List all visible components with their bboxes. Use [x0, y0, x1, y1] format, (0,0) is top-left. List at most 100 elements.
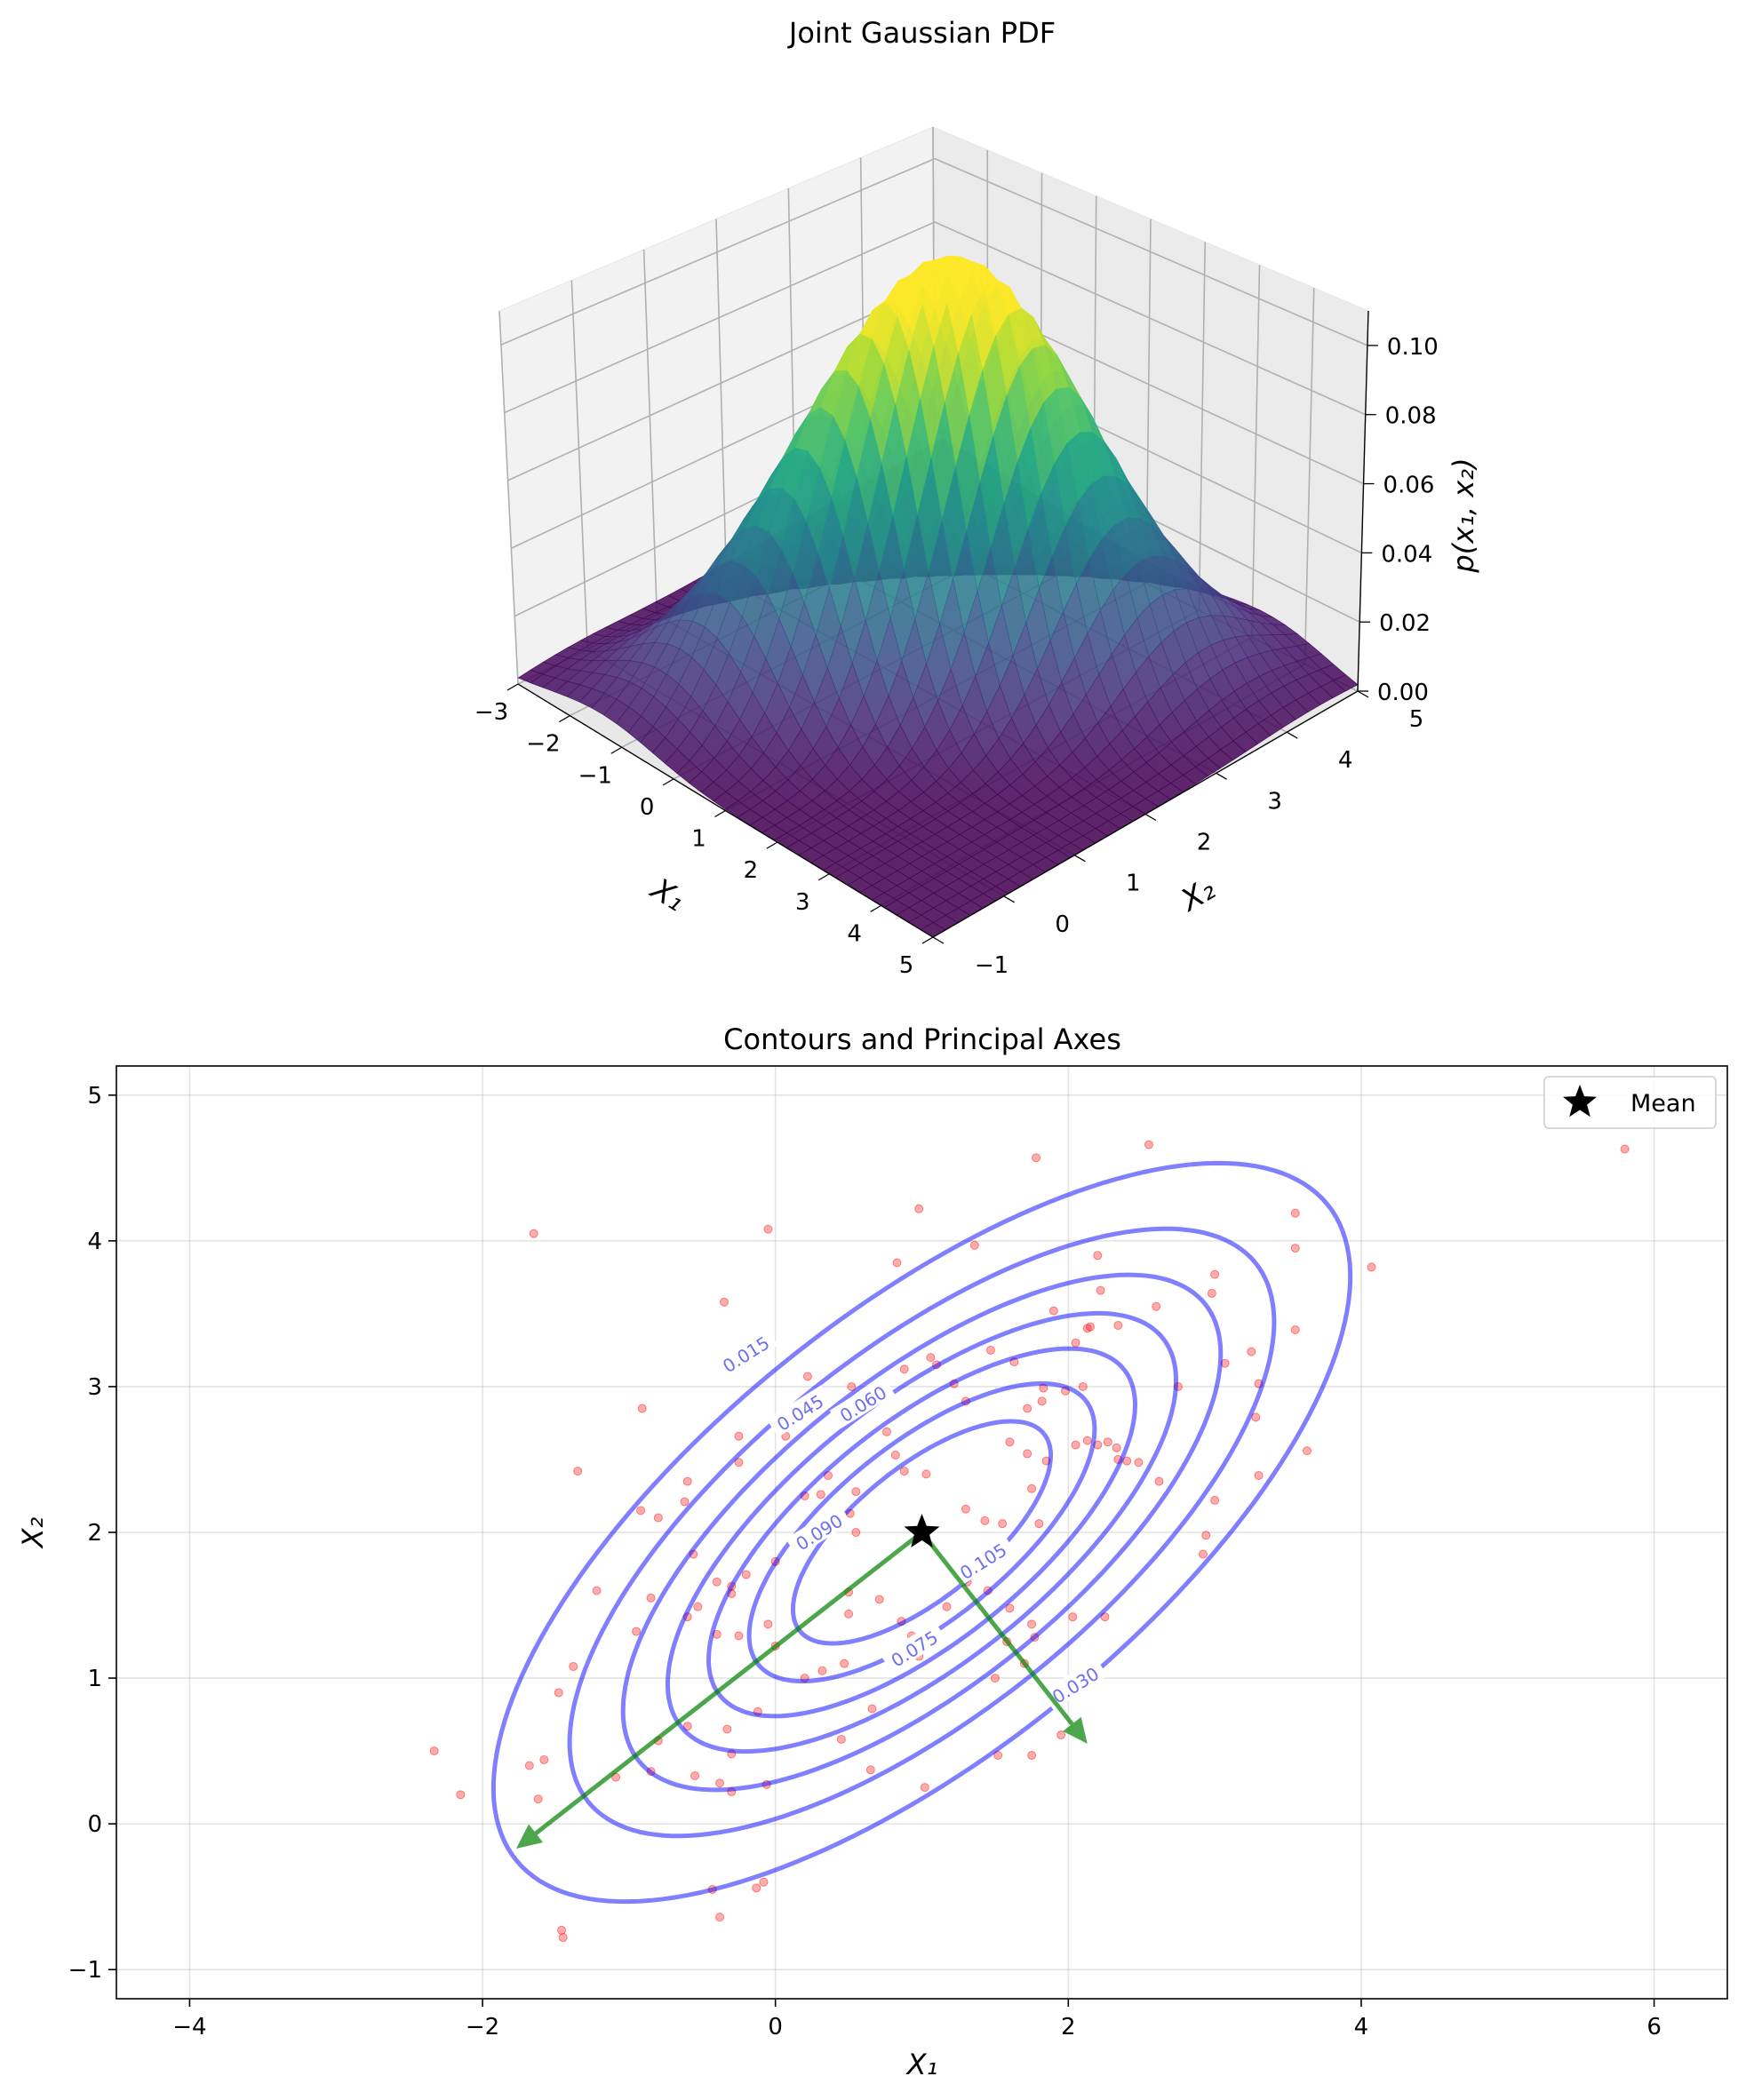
sample-point — [693, 1602, 703, 1611]
sample-point — [847, 1381, 857, 1391]
sample-point — [682, 1476, 692, 1486]
sample-point — [899, 1467, 909, 1476]
sample-point — [1152, 1301, 1161, 1311]
sample-point — [817, 1666, 827, 1675]
contour-lines — [490, 1160, 1353, 1905]
sample-point — [921, 1469, 931, 1479]
sample-point — [734, 1458, 744, 1468]
sample-point — [926, 1353, 936, 1363]
x2-tick-mark — [1074, 855, 1086, 863]
x-ticks: −4 −2 0 2 4 6 — [172, 1999, 1662, 2040]
sample-point — [1201, 1531, 1211, 1540]
sample-point — [890, 1451, 900, 1460]
x1-tick-label: 0 — [640, 794, 655, 821]
x1-tick-label: −3 — [474, 699, 508, 726]
sample-point — [1005, 1603, 1015, 1613]
x1-tick-label: 5 — [899, 952, 914, 979]
right-pane-grid-line — [1251, 265, 1261, 638]
y-tick-label: −1 — [68, 1957, 102, 1984]
principal-axis-arrowhead — [515, 1824, 544, 1849]
sample-point — [734, 1631, 744, 1641]
x1-tick-label: −2 — [526, 731, 560, 758]
contour-label-bg — [1041, 1658, 1108, 1710]
sample-point — [1144, 1140, 1153, 1149]
sample-point — [1210, 1269, 1220, 1279]
sample-point — [1112, 1443, 1121, 1452]
sample-point — [1198, 1549, 1208, 1559]
sample-point — [1005, 1437, 1015, 1447]
sample-point — [1023, 1449, 1032, 1459]
sample-point — [646, 1593, 656, 1603]
x1-tick-mark — [817, 873, 830, 881]
sample-point — [741, 1570, 751, 1579]
sample-point — [763, 1224, 773, 1234]
sample-point — [632, 1627, 642, 1636]
x1-tick-mark — [610, 746, 623, 754]
sample-point — [920, 1783, 929, 1793]
legend-box — [1543, 1076, 1717, 1129]
principal-axis-line — [920, 1531, 1074, 1726]
principal-axes — [515, 1531, 1088, 1849]
sample-point — [554, 1688, 563, 1698]
x-tick-label: 4 — [1354, 2014, 1369, 2040]
sample-point — [539, 1754, 549, 1764]
z-tick-label: 0.00 — [1377, 680, 1429, 706]
contour-line — [620, 1272, 1224, 1793]
x2-tick-mark — [1144, 813, 1157, 822]
sample-point — [653, 1513, 663, 1523]
z-axis-label: p(x₁, x₂) — [1447, 457, 1480, 573]
gaussian-surface — [517, 255, 1359, 938]
left-pane-grid-line — [570, 280, 588, 649]
left-pane-grid-line — [715, 219, 728, 580]
sample-point — [690, 1770, 700, 1780]
sample-point — [1034, 1519, 1044, 1529]
sample-point — [998, 1519, 1008, 1529]
x-tick-label: −4 — [172, 2014, 206, 2040]
sample-point — [892, 1258, 902, 1268]
sample-point — [914, 1204, 924, 1213]
x-tick-label: 0 — [768, 2014, 783, 2040]
contour-line — [567, 1226, 1277, 1839]
x1-tick-label: 2 — [744, 857, 759, 884]
z-tick-label: 0.10 — [1387, 334, 1439, 361]
sample-point — [1620, 1144, 1630, 1154]
sample-point — [1027, 1619, 1037, 1629]
x1-ticks: −3 −2 −1 0 1 2 3 4 5 — [474, 683, 934, 979]
contour-line — [490, 1160, 1353, 1905]
sample-point — [557, 1925, 567, 1935]
sample-point — [719, 1297, 729, 1307]
legend-label: Mean — [1630, 1090, 1696, 1118]
left-pane-grid-line — [642, 249, 658, 615]
principal-axis-arrowhead — [1063, 1716, 1088, 1744]
sample-point — [569, 1661, 578, 1671]
x2-tick-label: 2 — [1197, 830, 1212, 856]
sample-point — [1056, 1730, 1066, 1740]
sample-point — [429, 1746, 439, 1756]
sample-point — [529, 1229, 538, 1238]
sample-point — [867, 1704, 877, 1714]
contour-label-bg — [785, 1505, 851, 1557]
x2-tick-mark — [1216, 772, 1227, 780]
sample-point — [763, 1619, 773, 1629]
x2-tick-mark — [1287, 731, 1298, 739]
contour-line — [666, 1310, 1178, 1754]
x1-tick-mark — [714, 809, 726, 818]
sample-point — [1207, 1288, 1216, 1298]
x1-tick-mark — [559, 715, 570, 723]
surface-title: Joint Gaussian PDF — [787, 16, 1056, 50]
contour-title: Contours and Principal Axes — [723, 1022, 1121, 1056]
sample-point — [1071, 1440, 1080, 1450]
sample-point — [712, 1577, 722, 1587]
sample-point — [899, 1364, 909, 1374]
sample-point — [865, 1765, 875, 1775]
contour-label-bg — [881, 1621, 947, 1674]
sample-point — [969, 1240, 979, 1250]
sample-point — [533, 1794, 543, 1804]
x1-tick-mark — [870, 904, 881, 912]
x1-tick-label: 1 — [691, 826, 706, 853]
contour-line — [706, 1346, 1138, 1719]
x2-tick-label: 5 — [1409, 706, 1424, 733]
sample-point — [1082, 1324, 1092, 1333]
legend: Mean — [1543, 1076, 1717, 1129]
sample-point — [1247, 1347, 1256, 1356]
